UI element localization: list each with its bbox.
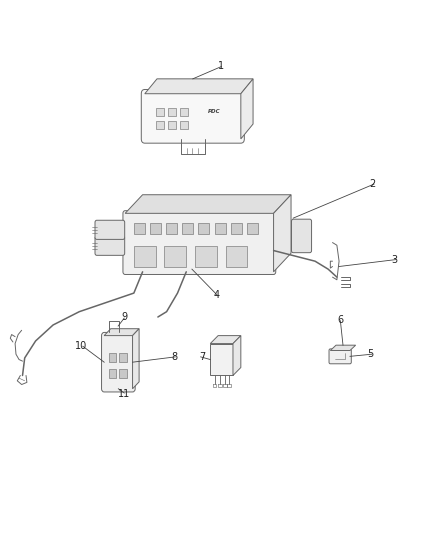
FancyBboxPatch shape [102,333,135,392]
Bar [215,223,226,234]
Bar [155,121,163,130]
Polygon shape [104,329,139,336]
FancyBboxPatch shape [123,211,276,274]
Bar [247,223,258,234]
FancyBboxPatch shape [141,90,244,143]
Bar [210,344,233,375]
Bar [182,223,193,234]
Bar [120,353,127,362]
Polygon shape [241,79,253,139]
Bar [120,368,127,378]
Text: 11: 11 [118,389,131,399]
Bar [109,368,117,378]
FancyBboxPatch shape [95,236,125,255]
Bar [150,223,161,234]
Text: 7: 7 [199,352,205,362]
Polygon shape [330,345,356,351]
Text: 4: 4 [214,290,220,301]
Text: 1: 1 [218,61,224,71]
Text: 9: 9 [121,312,127,322]
Text: 2: 2 [370,179,376,189]
Polygon shape [210,336,241,344]
Bar [166,223,177,234]
Polygon shape [133,329,139,389]
Bar [168,108,176,116]
Bar [180,121,188,130]
Polygon shape [125,195,291,213]
Text: 3: 3 [392,255,398,264]
Bar [164,246,186,266]
Text: 10: 10 [75,341,87,351]
FancyBboxPatch shape [329,349,351,364]
Polygon shape [233,336,241,375]
Bar [109,353,117,362]
Polygon shape [145,79,253,94]
Text: 8: 8 [171,352,177,362]
Bar [231,223,242,234]
Bar [195,246,217,266]
Text: 6: 6 [337,315,343,325]
Bar [155,108,163,116]
Bar [134,246,155,266]
Bar [168,121,176,130]
Bar [134,223,145,234]
FancyBboxPatch shape [291,219,311,253]
Bar [226,246,247,266]
Text: 5: 5 [367,349,374,359]
Bar [198,223,209,234]
Bar [180,108,188,116]
FancyBboxPatch shape [95,220,125,239]
Text: PDC: PDC [208,109,220,114]
Polygon shape [274,195,291,272]
